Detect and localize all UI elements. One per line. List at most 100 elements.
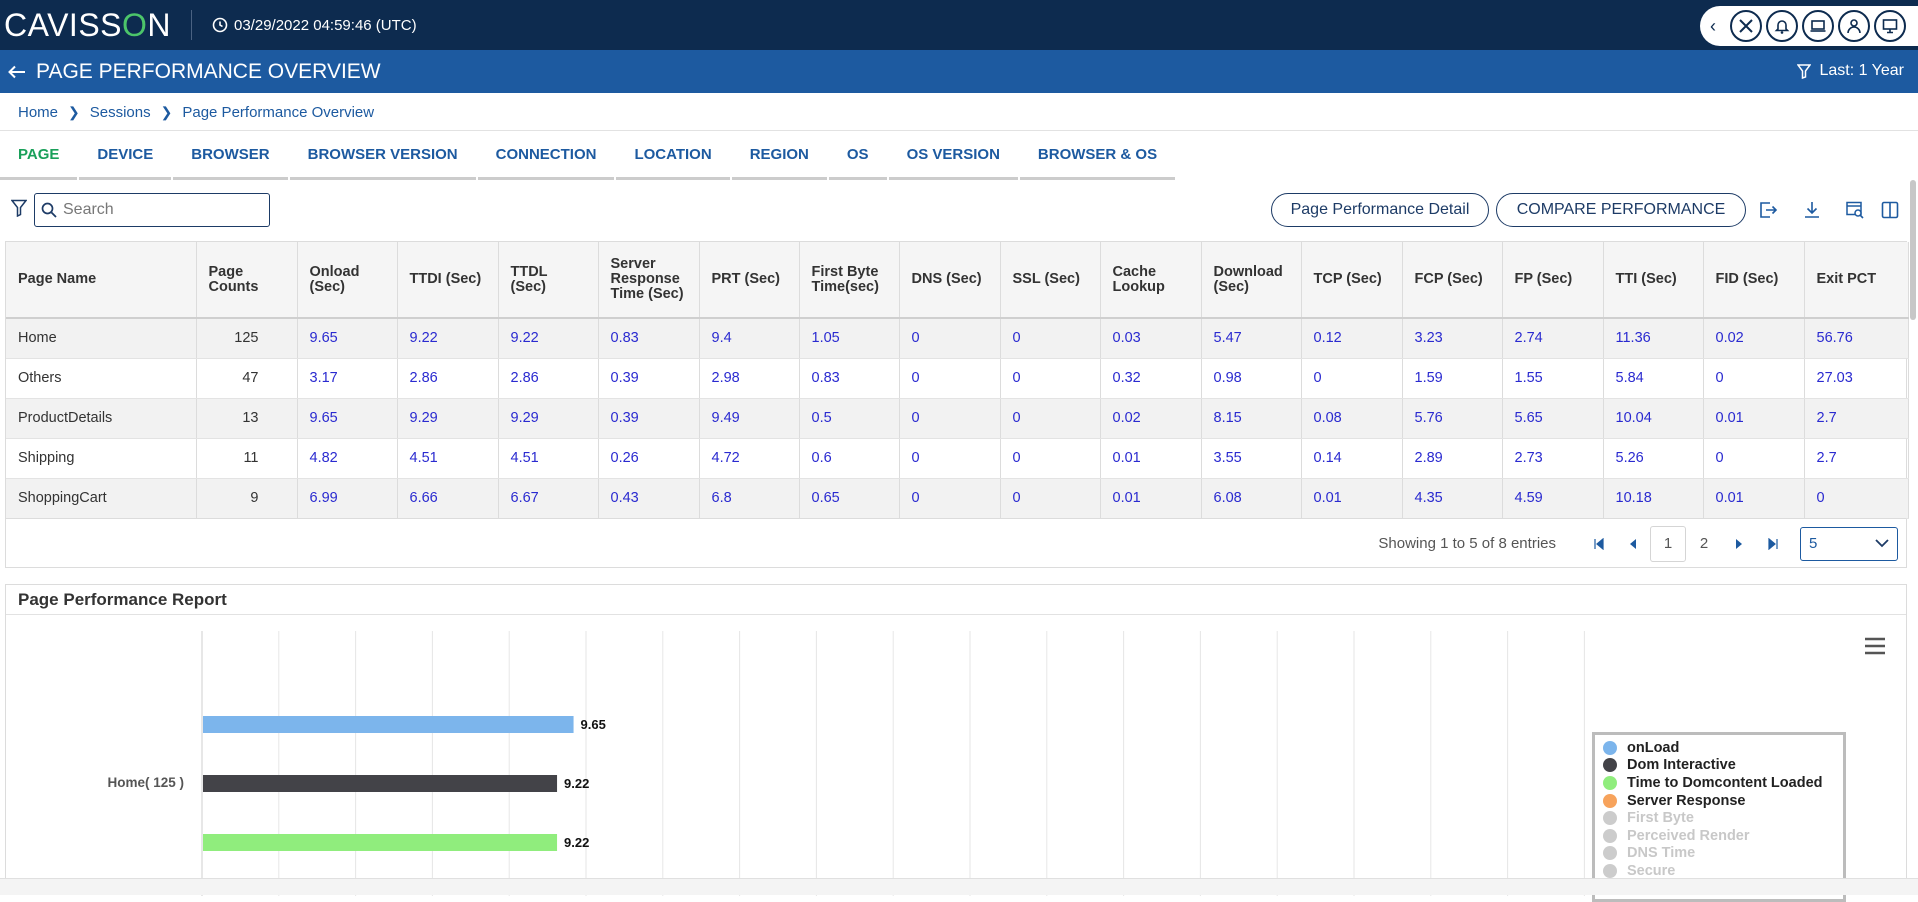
vertical-scrollbar[interactable] <box>1910 180 1916 320</box>
table-row[interactable]: Shipping 11 4.82 4.51 4.51 0.26 4.72 0.6 0 0 0.01 3… <box>6 438 1909 479</box>
metric-cell[interactable]: 4.35 <box>1402 478 1503 519</box>
metric-cell[interactable]: 2.86 <box>397 358 499 399</box>
column-header[interactable]: Onload (Sec) <box>297 242 398 319</box>
column-header[interactable]: Download (Sec) <box>1201 242 1302 319</box>
user-icon[interactable] <box>1838 10 1870 42</box>
column-header[interactable]: TTDI (Sec) <box>397 242 499 319</box>
legend-item[interactable]: Secure <box>1603 862 1835 880</box>
last-page-icon[interactable] <box>1756 537 1790 550</box>
metric-cell[interactable]: 9.22 <box>397 318 499 359</box>
export-icon[interactable] <box>1757 199 1779 221</box>
metric-cell[interactable]: 2.7 <box>1804 398 1909 439</box>
metric-cell[interactable]: 5.26 <box>1603 438 1704 479</box>
metric-cell[interactable]: 6.66 <box>397 478 499 519</box>
column-header[interactable]: FID (Sec) <box>1703 242 1805 319</box>
metric-cell[interactable]: 0.14 <box>1301 438 1403 479</box>
metric-cell[interactable]: 0.12 <box>1301 318 1403 359</box>
metric-cell[interactable]: 10.18 <box>1603 478 1704 519</box>
metric-cell[interactable]: 4.51 <box>397 438 499 479</box>
page-count-cell[interactable]: 47 <box>196 358 298 399</box>
metric-cell[interactable]: 2.89 <box>1402 438 1503 479</box>
page-number-2[interactable]: 2 <box>1699 535 1709 552</box>
column-header[interactable]: DNS (Sec) <box>899 242 1001 319</box>
column-header[interactable]: FP (Sec) <box>1502 242 1604 319</box>
metric-cell[interactable]: 5.65 <box>1502 398 1604 439</box>
column-header[interactable]: First Byte Time(sec) <box>799 242 900 319</box>
page-count-cell[interactable]: 13 <box>196 398 298 439</box>
metric-cell[interactable]: 6.67 <box>498 478 599 519</box>
table-row[interactable]: ProductDetails 13 9.65 9.29 9.29 0.39 9.49 0.5 0… <box>6 398 1909 439</box>
metric-cell[interactable]: 4.72 <box>699 438 800 479</box>
metric-cell[interactable]: 0.65 <box>799 478 900 519</box>
tab-browser-os[interactable]: BROWSER & OS <box>1019 131 1176 180</box>
metric-cell[interactable]: 0 <box>899 438 1001 479</box>
column-header[interactable]: SSL (Sec) <box>1000 242 1101 319</box>
column-header[interactable]: TCP (Sec) <box>1301 242 1403 319</box>
column-header[interactable]: TTDL (Sec) <box>498 242 599 319</box>
laptop-icon[interactable] <box>1802 10 1834 42</box>
metric-cell[interactable]: 0 <box>1804 478 1909 519</box>
metric-cell[interactable]: 5.47 <box>1201 318 1302 359</box>
tab-page[interactable]: PAGE <box>0 131 78 180</box>
metric-cell[interactable]: 0.43 <box>598 478 700 519</box>
tab-os[interactable]: OS <box>828 131 887 180</box>
metric-cell[interactable]: 3.17 <box>297 358 398 399</box>
metric-cell[interactable]: 4.59 <box>1502 478 1604 519</box>
metric-cell[interactable]: 4.51 <box>498 438 599 479</box>
metric-cell[interactable]: 0.01 <box>1100 478 1202 519</box>
metric-cell[interactable]: 0.32 <box>1100 358 1202 399</box>
legend-item[interactable]: Dom Interactive <box>1603 757 1835 775</box>
metric-cell[interactable]: 0.26 <box>598 438 700 479</box>
metric-cell[interactable]: 2.73 <box>1502 438 1604 479</box>
metric-cell[interactable]: 9.29 <box>498 398 599 439</box>
cavisson-logo[interactable]: CAVISSON <box>4 6 171 43</box>
legend-item[interactable]: Perceived Render <box>1603 827 1835 845</box>
metric-cell[interactable]: 0 <box>1000 398 1101 439</box>
metric-cell[interactable]: 0.39 <box>598 398 700 439</box>
metric-cell[interactable]: 2.86 <box>498 358 599 399</box>
metric-cell[interactable]: 0 <box>1301 358 1403 399</box>
metric-cell[interactable]: 0.01 <box>1301 478 1403 519</box>
monitor-icon[interactable] <box>1874 10 1906 42</box>
metric-cell[interactable]: 0.83 <box>799 358 900 399</box>
metric-cell[interactable]: 0 <box>899 398 1001 439</box>
tab-browser[interactable]: BROWSER <box>173 131 288 180</box>
metric-cell[interactable]: 56.76 <box>1804 318 1909 359</box>
metric-cell[interactable]: 1.55 <box>1502 358 1604 399</box>
metric-cell[interactable]: 9.49 <box>699 398 800 439</box>
metric-cell[interactable]: 0.02 <box>1100 398 1202 439</box>
legend-item[interactable]: First Byte <box>1603 809 1835 827</box>
column-toggle-icon[interactable] <box>1879 199 1901 221</box>
metric-cell[interactable]: 5.76 <box>1402 398 1503 439</box>
metric-cell[interactable]: 0 <box>899 318 1001 359</box>
column-header[interactable]: PRT (Sec) <box>699 242 800 319</box>
page-performance-detail-button[interactable]: Page Performance Detail <box>1271 193 1489 227</box>
metric-cell[interactable]: 0.08 <box>1301 398 1403 439</box>
time-filter-button[interactable]: Last: 1 Year <box>1797 62 1904 80</box>
metric-cell[interactable]: 1.59 <box>1402 358 1503 399</box>
column-header[interactable]: Page Counts <box>196 242 298 319</box>
tab-connection[interactable]: CONNECTION <box>477 131 615 180</box>
page-count-cell[interactable]: 9 <box>196 478 298 519</box>
metric-cell[interactable]: 0 <box>1000 358 1101 399</box>
tab-os-version[interactable]: OS VERSION <box>888 131 1018 180</box>
metric-cell[interactable]: 0.98 <box>1201 358 1302 399</box>
metric-cell[interactable]: 4.82 <box>297 438 398 479</box>
metric-cell[interactable]: 0.01 <box>1703 478 1805 519</box>
column-header[interactable]: Cache Lookup <box>1100 242 1202 319</box>
table-row[interactable]: Home 125 9.65 9.22 9.22 0.83 9.4 1.05 0 0 0.03 5.47… <box>6 318 1909 359</box>
metric-cell[interactable]: 5.84 <box>1603 358 1704 399</box>
metric-cell[interactable]: 9.29 <box>397 398 499 439</box>
chevron-left-icon[interactable]: ‹ <box>1710 15 1716 36</box>
download-icon[interactable] <box>1801 199 1823 221</box>
first-page-icon[interactable] <box>1582 537 1616 550</box>
legend-item[interactable]: DNS Time <box>1603 845 1835 863</box>
metric-cell[interactable]: 0 <box>899 358 1001 399</box>
metric-cell[interactable]: 9.4 <box>699 318 800 359</box>
prev-page-icon[interactable] <box>1616 538 1650 550</box>
page-count-cell[interactable]: 11 <box>196 438 298 479</box>
compare-performance-button[interactable]: COMPARE PERFORMANCE <box>1496 193 1746 227</box>
rows-per-page-select[interactable]: 5 <box>1800 526 1898 561</box>
legend-item[interactable]: Server Response <box>1603 792 1835 810</box>
metric-cell[interactable]: 9.22 <box>498 318 599 359</box>
